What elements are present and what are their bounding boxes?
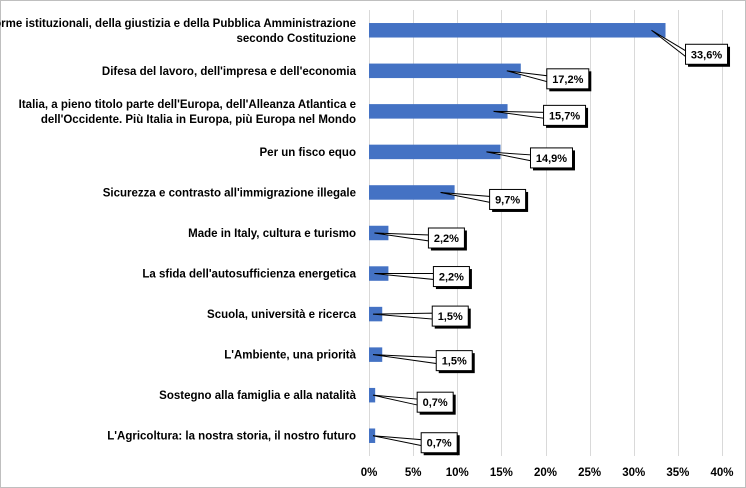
callout-box — [529, 147, 573, 169]
x-tick-label: 40% — [710, 467, 733, 479]
category-label: L'Agricoltura: la nostra storia, il nost… — [107, 431, 356, 443]
category-label: La sfida dell'autosufficienza energetica — [142, 269, 356, 281]
category-labels: Riforme istituzionali, della giustizia e… — [0, 18, 357, 443]
category-label: dell'Occidente. Più Italia in Europa, pi… — [41, 114, 356, 126]
category-label: Made in Italy, cultura e turismo — [188, 228, 356, 240]
x-tick-label: 30% — [622, 467, 645, 479]
data-label: 1,5% — [438, 311, 463, 323]
bar — [369, 144, 501, 160]
data-label: 2,2% — [434, 233, 459, 245]
data-label: 14,9% — [536, 153, 567, 165]
gridlines — [369, 10, 723, 456]
bar — [369, 104, 508, 119]
category-label: Difesa del lavoro, dell'impresa e dell'e… — [102, 66, 357, 78]
callout-box — [427, 227, 465, 249]
x-tick-label: 15% — [490, 467, 513, 479]
callout-box — [420, 432, 458, 454]
data-label-callouts: 33,6% 17,2% 15,7% 14,9% 9,7% 2,2% 2,2% 1,5% 1,5%… — [372, 29, 731, 456]
callout-box — [435, 350, 473, 372]
x-tick-label: 10% — [446, 467, 469, 479]
x-tick-label: 25% — [578, 467, 601, 479]
x-axis-tick-labels: 0% 5% 10% 15% 20% 25% 30% 35% 40% — [361, 467, 734, 479]
bar — [369, 387, 376, 403]
callout-box — [432, 266, 470, 288]
bar — [369, 23, 666, 38]
category-label: Riforme istituzionali, della giustizia e… — [0, 18, 356, 30]
x-tick-label: 0% — [361, 467, 378, 479]
x-tick-label: 5% — [405, 467, 422, 479]
category-label: Sicurezza e contrasto all'immigrazione i… — [103, 187, 356, 199]
category-label: Scuola, università e ricerca — [207, 309, 357, 321]
callout-box — [546, 68, 590, 90]
data-label: 0,7% — [423, 397, 448, 409]
category-label: secondo Costituzione — [237, 33, 356, 45]
category-label: Sostegno alla famiglia e alla natalità — [159, 390, 356, 402]
data-label: 33,6% — [691, 49, 722, 61]
category-label: L'Ambiente, una priorità — [224, 350, 356, 362]
bar — [369, 185, 455, 200]
data-label: 9,7% — [495, 194, 520, 206]
x-tick-label: 20% — [534, 467, 557, 479]
data-label: 1,5% — [442, 356, 467, 368]
callout-box — [431, 305, 469, 327]
data-label: 0,7% — [427, 438, 452, 450]
callout-box — [416, 391, 454, 413]
bar — [369, 428, 376, 443]
callout-box — [489, 188, 527, 210]
callout-box — [543, 104, 587, 126]
category-label: Per un fisco equo — [260, 147, 357, 159]
data-label: 2,2% — [439, 272, 464, 284]
data-label: 17,2% — [552, 74, 583, 86]
category-label: Italia, a pieno titolo parte dell'Europa… — [19, 99, 356, 111]
data-label: 15,7% — [549, 110, 580, 122]
bars — [369, 23, 666, 443]
callout-box — [685, 43, 729, 65]
x-tick-label: 35% — [666, 467, 689, 479]
bar — [369, 63, 521, 79]
